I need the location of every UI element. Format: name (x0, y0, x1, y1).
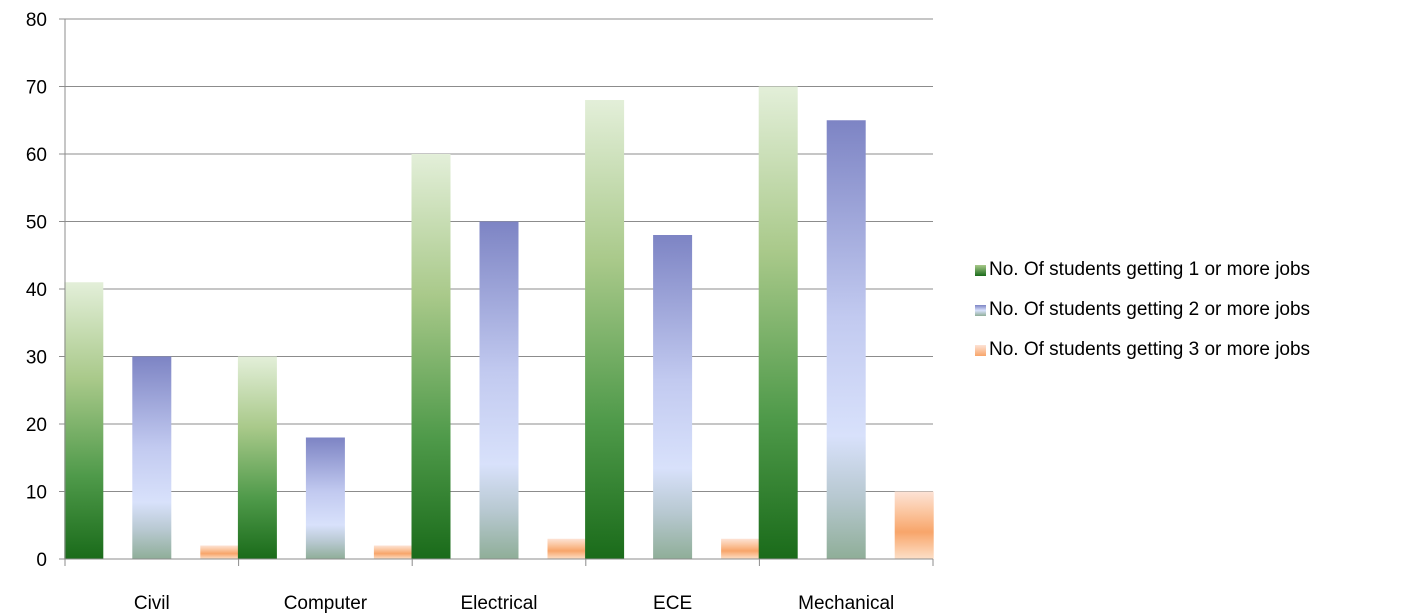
legend: No. Of students getting 1 or more jobs N… (975, 256, 1310, 376)
bar (721, 538, 761, 559)
legend-label: No. Of students getting 2 or more jobs (989, 299, 1311, 320)
bar (411, 154, 451, 559)
x-tick-label: Computer (284, 593, 368, 613)
y-tick-label: 80 (26, 10, 47, 31)
bar (826, 120, 866, 559)
bar (200, 545, 240, 559)
y-tick-label: 40 (26, 280, 47, 301)
x-tick-label: ECE (653, 593, 692, 613)
legend-label: No. Of students getting 1 or more jobs (989, 259, 1311, 280)
bar (585, 100, 625, 559)
bar (132, 356, 172, 559)
x-tick-label: Electrical (460, 593, 537, 613)
legend-swatch (975, 265, 986, 276)
legend-swatch (975, 345, 986, 356)
bar (479, 221, 519, 559)
x-tick-label: Mechanical (798, 593, 894, 613)
legend-label: No. Of students getting 3 or more jobs (989, 339, 1311, 360)
y-tick-label: 30 (26, 348, 47, 369)
bar (64, 282, 104, 559)
x-tick-label: Civil (134, 593, 170, 613)
legend-item: No. Of students getting 2 or more jobs (975, 296, 1310, 336)
axes (59, 18, 934, 566)
y-tick-label: 50 (26, 213, 47, 234)
bar (373, 545, 413, 559)
bar (894, 491, 934, 559)
bar (547, 538, 587, 559)
bar (237, 356, 277, 559)
y-tick-label: 70 (26, 78, 47, 99)
y-tick-label: 0 (36, 550, 47, 571)
axis-labels: 0 10 20 30 40 50 60 70 80 Civil Computer Electrical… (26, 10, 894, 613)
bars (64, 86, 934, 559)
legend-item: No. Of students getting 1 or more jobs (975, 256, 1310, 296)
legend-item: No. Of students getting 3 or more jobs (975, 336, 1310, 376)
legend-swatch (975, 305, 986, 316)
bar (305, 437, 345, 559)
bar (653, 235, 693, 559)
bar (758, 86, 798, 559)
y-tick-label: 20 (26, 415, 47, 436)
y-tick-label: 60 (26, 145, 47, 166)
y-tick-label: 10 (26, 483, 47, 504)
